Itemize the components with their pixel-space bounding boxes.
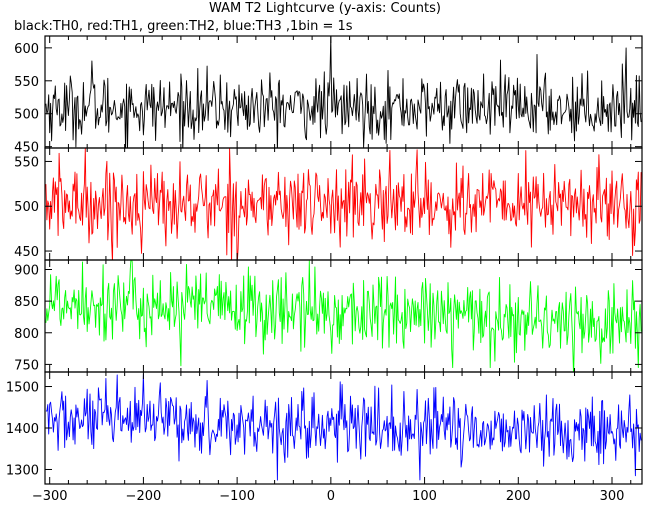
- panel-th3: 1300 1400 1500: [6, 371, 643, 485]
- panel-frame: [44, 147, 643, 261]
- x-tick-label: −300: [32, 489, 68, 504]
- y-tick-label: 1400: [6, 422, 39, 437]
- series-line-th3: [45, 373, 642, 481]
- y-tick-label: 550: [14, 75, 39, 90]
- y-tick-label: 550: [14, 155, 39, 170]
- y-tick-label: 1500: [6, 381, 39, 396]
- y-tick-label: 900: [14, 263, 39, 278]
- y-tick-label: 450: [14, 245, 39, 260]
- series-line-th0: [45, 36, 642, 148]
- y-tick-label: 750: [14, 358, 39, 373]
- y-tick-label: 600: [14, 42, 39, 57]
- y-tick-label: 450: [14, 141, 39, 156]
- x-tick-label: −100: [219, 489, 255, 504]
- x-tick-label: 0: [327, 489, 335, 504]
- y-tick-label: 800: [14, 327, 39, 342]
- panel-th2: 750 800 850 900: [14, 259, 643, 373]
- chart-title: WAM T2 Lightcurve (y-axis: Counts): [209, 1, 441, 16]
- y-tick-label: 500: [14, 108, 39, 123]
- y-tick-label: 1300: [6, 463, 39, 478]
- x-tick-label: −200: [126, 489, 162, 504]
- series-line-th1: [45, 148, 642, 260]
- chart-subtitle: black:TH0, red:TH1, green:TH2, blue:TH3 …: [14, 19, 353, 34]
- panel-th0: 450 500 550 600: [14, 35, 643, 156]
- y-tick-label: 850: [14, 295, 39, 310]
- y-tick-label: 500: [14, 200, 39, 215]
- x-tick-label: 300: [600, 489, 625, 504]
- series-line-th2: [45, 260, 642, 372]
- panels-layer: 450 500 550 600 450 500 550 750 800 850 900 1300 140…: [6, 35, 643, 504]
- x-tick-label: 100: [412, 489, 437, 504]
- x-tick-label: 200: [506, 489, 531, 504]
- panel-th1: 450 500 550: [14, 147, 643, 261]
